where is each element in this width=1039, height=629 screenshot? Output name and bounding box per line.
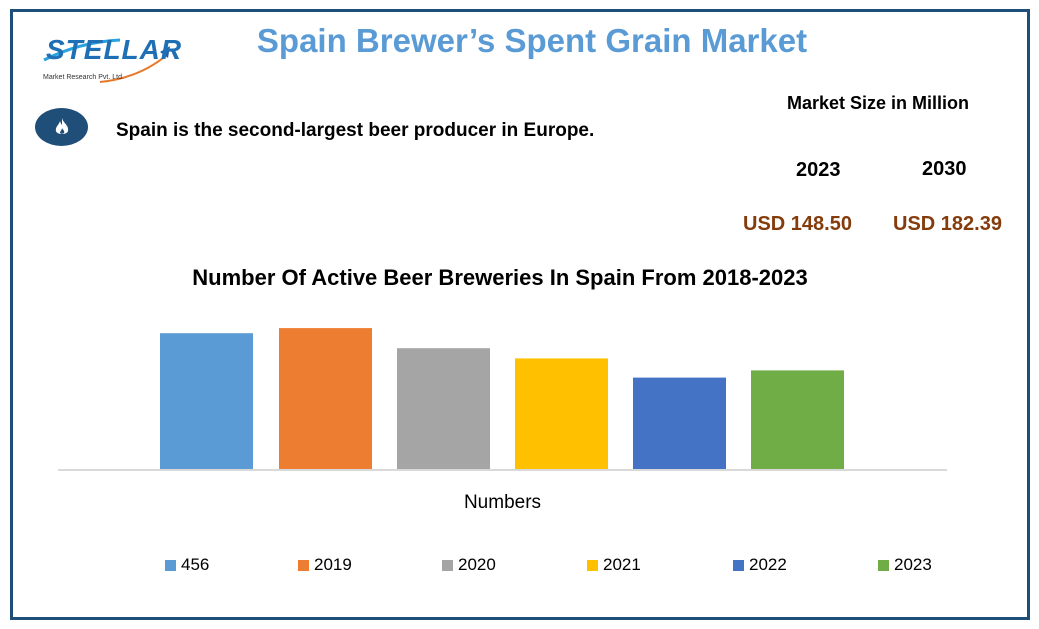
- bar-2021: [515, 358, 608, 470]
- legend-label: 2019: [314, 555, 352, 574]
- legend-swatch: [587, 559, 598, 571]
- year-2030: 2030: [922, 158, 967, 180]
- bar-2019: [279, 328, 372, 470]
- legend-swatch: [165, 559, 176, 571]
- stellar-logo: [43, 38, 170, 83]
- legend-swatch: [298, 559, 309, 571]
- market-size-title: Market Size in Million: [787, 93, 970, 113]
- legend-item: 2022: [733, 555, 787, 575]
- legend-label: 456: [181, 555, 210, 574]
- legend-swatch: [878, 559, 889, 571]
- x-axis-label: Numbers: [463, 492, 542, 513]
- bar-chart: [58, 328, 947, 471]
- frame-border: [10, 9, 1030, 620]
- value-2023: USD 148.50: [743, 213, 852, 235]
- bar-2020: [397, 348, 490, 470]
- legend-label: 2022: [749, 555, 787, 574]
- legend-item: 2021: [587, 555, 641, 575]
- legend-label: 2020: [458, 555, 496, 574]
- legend-swatch: [733, 559, 744, 571]
- bar-2022: [633, 377, 726, 470]
- flame-icon: [35, 108, 88, 146]
- legend-label: 2021: [603, 555, 641, 574]
- legend-swatch: [442, 559, 453, 571]
- legend-item: 2020: [442, 555, 496, 575]
- value-2030: USD 182.39: [893, 213, 1002, 235]
- legend-item: 2023: [878, 555, 932, 575]
- chart-title: Number Of Active Beer Breweries In Spain…: [192, 265, 808, 290]
- legend-item: 2019: [298, 555, 352, 575]
- page-title: Spain Brewer’s Spent Grain Market: [256, 22, 808, 59]
- logo-subtext: Market Research Pvt. Ltd.: [43, 74, 124, 81]
- bar-456: [160, 333, 253, 470]
- legend-label: 2023: [894, 555, 932, 574]
- logo-text: STELLAR: [46, 34, 183, 65]
- bar-2023: [751, 370, 844, 470]
- fact-text: Spain is the second-largest beer produce…: [116, 120, 595, 141]
- year-2023: 2023: [796, 159, 841, 181]
- legend-item: 456: [165, 555, 209, 575]
